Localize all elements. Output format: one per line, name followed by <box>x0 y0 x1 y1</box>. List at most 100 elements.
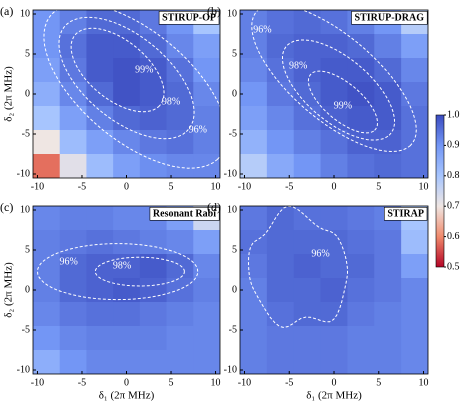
y-tick-label: -10 <box>17 364 30 375</box>
heat-cell <box>320 154 348 178</box>
x-tick-label: 10 <box>211 181 221 192</box>
heat-cell <box>113 230 141 255</box>
heat-cell <box>86 302 114 327</box>
heat-cell <box>347 106 375 131</box>
heat-cell <box>33 106 61 131</box>
heat-cell <box>139 58 168 83</box>
heat-cell <box>347 302 375 327</box>
y-tick-label: 0 <box>232 284 237 295</box>
heat-cell <box>59 154 87 178</box>
heat-cell <box>139 302 168 327</box>
heat-cell <box>374 34 402 59</box>
heat-cell <box>401 34 428 59</box>
contour-line <box>43 10 220 169</box>
heat-cell <box>139 350 168 374</box>
heat-cell <box>86 106 114 131</box>
heat-cell <box>33 230 61 255</box>
heat-cell <box>113 326 141 351</box>
heat-cell <box>266 34 295 59</box>
heat-cell <box>139 326 168 351</box>
y-tick-label: -5 <box>22 324 30 335</box>
x-tick-label: 0 <box>332 377 337 388</box>
heat-cell <box>193 278 220 303</box>
contour-line <box>282 39 395 141</box>
heat-cell <box>320 82 348 107</box>
heat-cell <box>293 106 322 131</box>
heat-cell <box>113 106 141 131</box>
heat-cell <box>166 326 194 351</box>
heat-cell <box>193 106 220 131</box>
heat-cell <box>320 302 348 327</box>
heat-cell <box>374 326 402 351</box>
heat-cell <box>59 106 87 131</box>
heat-cell <box>166 130 194 155</box>
heat-cell <box>401 82 428 107</box>
heat-cell <box>347 154 375 178</box>
contour-label: 99% <box>334 100 352 111</box>
x-tick-label: 5 <box>169 377 174 388</box>
heat-cell <box>59 254 87 279</box>
heat-cell <box>139 82 168 107</box>
heat-cell <box>374 154 402 178</box>
heat-cell <box>374 278 402 303</box>
heat-cell <box>113 154 141 178</box>
heat-cell <box>166 106 194 131</box>
heat-cell <box>347 278 375 303</box>
heat-cell <box>347 350 375 374</box>
heat-cell <box>86 254 114 279</box>
heat-cell <box>193 130 220 155</box>
panel: 96% <box>240 206 428 374</box>
heat-cell <box>240 278 268 303</box>
heat-cell <box>33 278 61 303</box>
heat-cell <box>374 82 402 107</box>
panel-title: STIRUP-DRAG <box>355 12 425 23</box>
contour-label: 98% <box>113 260 131 271</box>
heat-cell <box>240 230 268 255</box>
heat-cell <box>113 82 141 107</box>
y-tick-label: 10 <box>20 204 30 215</box>
colorbar <box>435 114 445 268</box>
heat-cell <box>166 58 194 83</box>
heat-cell <box>293 154 322 178</box>
heat-cell <box>401 130 428 155</box>
heat-cell <box>86 206 114 231</box>
heat-cell <box>266 230 295 255</box>
heat-cell <box>374 302 402 327</box>
heat-cell <box>59 10 87 35</box>
y-tick-label: 5 <box>232 48 237 59</box>
heat-cell <box>193 326 220 351</box>
heat-cell <box>293 278 322 303</box>
heat-cell <box>139 278 168 303</box>
colorbar-tick-label: 0.5 <box>447 261 460 272</box>
heat-cell <box>240 326 268 351</box>
heat-cell <box>139 230 168 255</box>
heat-cell <box>86 58 114 83</box>
heat-cell <box>59 350 87 374</box>
heat-cell <box>166 82 194 107</box>
heat-cell <box>401 230 428 255</box>
heat-cell <box>113 34 141 59</box>
heat-cell <box>193 82 220 107</box>
heat-cell <box>347 206 375 231</box>
heat-cell <box>240 206 268 231</box>
heat-cell <box>240 58 268 83</box>
heat-cell <box>33 326 61 351</box>
heat-cell <box>293 230 322 255</box>
panel-title: STIRUP-OP <box>162 12 216 23</box>
x-tick-label: 5 <box>376 377 381 388</box>
x-tick-label: 10 <box>419 181 429 192</box>
x-tick-label: 5 <box>376 181 381 192</box>
contour-label: 98% <box>162 96 180 107</box>
heat-cell <box>347 326 375 351</box>
x-tick-label: -5 <box>78 377 86 388</box>
heat-cell <box>266 326 295 351</box>
contour-line <box>94 256 185 287</box>
heat-cell <box>347 130 375 155</box>
heat-cell <box>113 278 141 303</box>
heat-cell <box>293 350 322 374</box>
heat-cell <box>293 254 322 279</box>
heat-cell <box>59 302 87 327</box>
heat-cell <box>401 106 428 131</box>
contour-line <box>58 16 195 140</box>
x-axis-label: δ₁ (2π MHz) <box>306 390 362 402</box>
